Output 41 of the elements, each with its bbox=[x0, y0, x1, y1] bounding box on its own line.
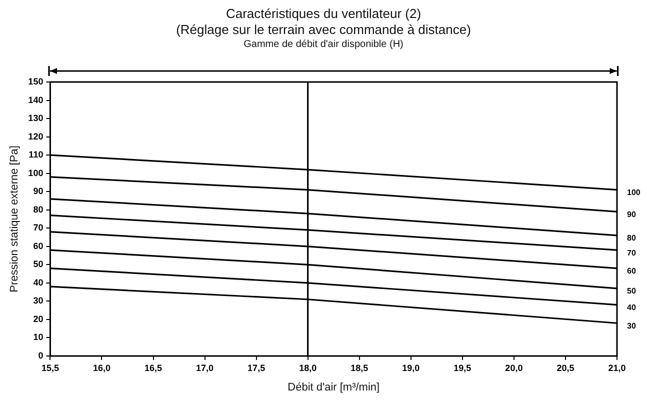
x-tick-label: 19,0 bbox=[402, 362, 420, 373]
y-tick-label: 120 bbox=[28, 131, 44, 142]
y-tick-label: 130 bbox=[28, 113, 44, 124]
y-tick-label: 60 bbox=[33, 240, 44, 251]
series-label: 40 bbox=[627, 303, 636, 312]
chart-subtitle: (Réglage sur le terrain avec commande à distance) bbox=[175, 22, 472, 38]
x-tick-label: 20,0 bbox=[505, 362, 523, 373]
x-tick-label: 17,0 bbox=[196, 362, 214, 373]
series-label: 50 bbox=[627, 286, 636, 296]
series-label: 60 bbox=[627, 266, 636, 276]
y-tick-label: 0 bbox=[38, 350, 44, 360]
x-tick-label: 17,5 bbox=[248, 362, 266, 373]
x-tick-label: 16,5 bbox=[144, 362, 162, 373]
x-tick-label: 20,5 bbox=[556, 362, 574, 373]
x-tick-label: 18,5 bbox=[350, 362, 368, 373]
x-axis-title: Débit d'air [m³/min] bbox=[288, 381, 380, 394]
x-tick-label: 15,5 bbox=[41, 362, 59, 373]
x-tick-label: 16,0 bbox=[92, 362, 111, 373]
y-tick-label: 50 bbox=[33, 259, 44, 270]
y-tick-label: 80 bbox=[33, 204, 44, 214]
series-label: 70 bbox=[627, 248, 636, 258]
y-tick-label: 40 bbox=[33, 277, 44, 288]
y-tick-label: 150 bbox=[28, 76, 44, 86]
y-tick-label: 10 bbox=[33, 332, 44, 342]
y-tick-label: 140 bbox=[28, 94, 44, 105]
series-label: 30 bbox=[627, 321, 636, 330]
y-tick-label: 70 bbox=[33, 222, 44, 233]
y-tick-label: 100 bbox=[28, 168, 44, 178]
series-label: 90 bbox=[627, 210, 636, 219]
x-tick-label: 18,0 bbox=[299, 362, 317, 373]
series-label: 80 bbox=[627, 234, 636, 243]
y-tick-label: 110 bbox=[28, 150, 44, 160]
x-tick-label: 19,5 bbox=[454, 362, 472, 373]
text: Gamme de débit d'air disponible (H) bbox=[242, 39, 404, 50]
y-axis-title: Pression statique externe [Pa] bbox=[8, 146, 21, 292]
chart-title: Caractéristiques du ventilateur (2) bbox=[224, 6, 422, 22]
x-tick-label: 21,0 bbox=[608, 362, 626, 373]
y-tick-label: 90 bbox=[33, 186, 44, 196]
series-label: 100 bbox=[627, 188, 641, 197]
y-tick-label: 30 bbox=[33, 296, 44, 306]
y-tick-label: 20 bbox=[33, 314, 44, 324]
